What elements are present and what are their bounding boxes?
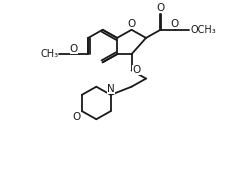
Text: N: N bbox=[107, 84, 115, 94]
Text: O: O bbox=[70, 44, 78, 54]
Text: O: O bbox=[156, 3, 164, 13]
Text: CH₃: CH₃ bbox=[40, 49, 58, 59]
Text: O: O bbox=[127, 19, 136, 29]
Text: OCH₃: OCH₃ bbox=[190, 25, 216, 35]
Text: O: O bbox=[132, 65, 141, 75]
Text: O: O bbox=[171, 19, 179, 29]
Text: O: O bbox=[73, 112, 81, 122]
